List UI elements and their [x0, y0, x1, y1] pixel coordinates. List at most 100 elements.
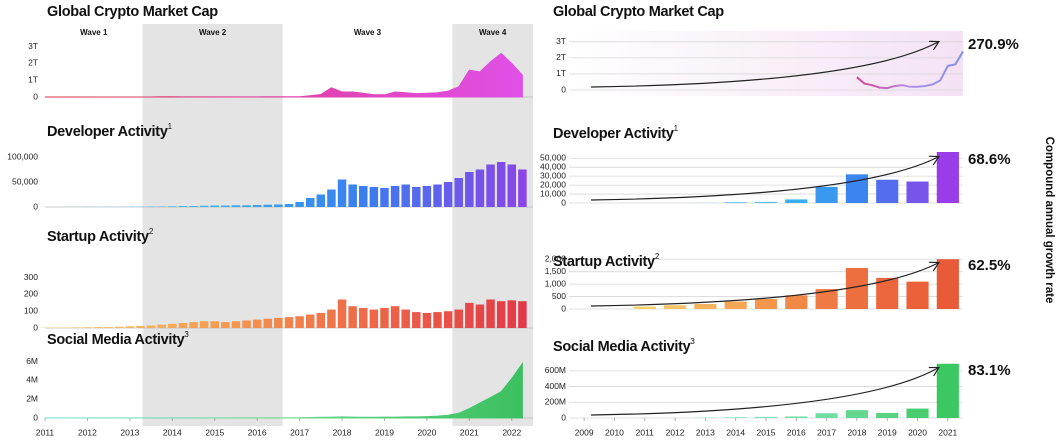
bar: [295, 202, 304, 207]
title-text: Developer Activity: [553, 126, 674, 142]
bar: [412, 312, 421, 328]
bar: [93, 326, 103, 328]
bar: [231, 205, 241, 207]
bar: [486, 164, 495, 207]
title-text: Social Media Activity: [553, 339, 691, 355]
footnote-ref: 3: [184, 330, 189, 339]
bar: [369, 187, 379, 207]
bar: [401, 309, 410, 328]
bar: [263, 318, 273, 328]
bar: [242, 320, 251, 328]
bar: [876, 277, 899, 309]
x-tick-label: 2017: [290, 427, 309, 437]
bar: [664, 305, 687, 309]
bar: [210, 321, 219, 328]
x-tick-label: 2009: [575, 427, 594, 437]
bar: [507, 300, 517, 328]
wave-label: Wave 2: [199, 28, 227, 37]
bar: [221, 205, 230, 207]
bar: [815, 186, 838, 203]
bar: [422, 186, 432, 207]
bar: [242, 205, 251, 207]
y-tick-label: 50,000: [12, 176, 38, 186]
chart-layer: Wave 1 Wave 2 Wave 3 Wave 4 Global Crypto Ma…: [7, 4, 1019, 437]
x-tick-label: 2013: [120, 427, 139, 437]
y-tick-label: 3T: [556, 36, 566, 46]
bar: [263, 204, 273, 207]
area: [45, 52, 523, 98]
wave-label: Wave 1: [80, 28, 108, 37]
bar: [380, 307, 389, 328]
bar: [305, 314, 315, 328]
y-tick-label: 0: [561, 84, 566, 94]
bar: [906, 281, 929, 309]
bar: [845, 174, 868, 203]
bar: [104, 326, 113, 328]
bar: [936, 259, 959, 309]
bar: [189, 322, 198, 328]
wave-label: Wave 3: [354, 28, 382, 37]
bar: [507, 164, 517, 207]
bar: [189, 206, 198, 207]
panel-title: Social Media Activity3: [47, 330, 189, 348]
panel-title: Social Media Activity3: [553, 337, 695, 355]
y-tick-label: 50,000: [540, 153, 566, 163]
footnote-ref: 2: [149, 227, 154, 236]
bar: [284, 317, 294, 328]
bar: [785, 199, 808, 203]
cagr-label: 68.6%: [968, 151, 1011, 168]
y-tick-label: 0: [33, 91, 38, 101]
bar: [785, 416, 808, 418]
trend-arrow: [590, 263, 938, 307]
bar: [136, 325, 145, 328]
bar: [231, 321, 241, 328]
x-tick-label: 2019: [878, 427, 897, 437]
bar: [115, 326, 124, 328]
bar: [475, 169, 485, 207]
panel-title: Developer Activity1: [47, 122, 173, 140]
bar: [327, 189, 336, 207]
y-tick-label: 500: [552, 291, 566, 301]
bar: [359, 307, 368, 328]
x-tick-label: 2018: [847, 427, 866, 437]
bar: [486, 299, 495, 328]
trend-arrow: [590, 42, 938, 88]
x-tick-label: 2013: [696, 427, 715, 437]
bar: [518, 169, 527, 207]
bar: [443, 311, 453, 328]
y-tick-label: 0: [561, 412, 566, 422]
bar: [252, 205, 262, 207]
y-tick-label: 0: [561, 303, 566, 313]
bar: [369, 309, 379, 328]
y-tick-label: 100: [24, 305, 38, 315]
bar: [785, 295, 808, 309]
y-tick-label: 1T: [28, 74, 38, 84]
panel-title: Global Crypto Market Cap: [47, 4, 218, 20]
y-tick-label: 1,500: [545, 266, 567, 276]
title-text: Developer Activity: [47, 124, 168, 140]
x-tick-label: 2012: [78, 427, 97, 437]
bar: [51, 327, 60, 328]
bar: [465, 172, 474, 207]
side-label: Compound annual growth rate: [1043, 137, 1055, 304]
bar: [252, 319, 262, 328]
title-text: Startup Activity: [553, 254, 655, 270]
x-tick-label: 2015: [205, 427, 224, 437]
bar: [348, 184, 357, 207]
bar: [199, 205, 209, 207]
footnote-ref: 1: [674, 124, 679, 133]
bar: [157, 206, 166, 207]
bar: [348, 306, 357, 328]
y-tick-label: 30,000: [540, 170, 566, 180]
bar: [221, 322, 230, 328]
wave-label: Wave 4: [479, 28, 507, 37]
footnote-ref: 3: [690, 337, 695, 346]
bar: [475, 304, 485, 328]
x-tick-label: 2021: [460, 427, 479, 437]
bar: [815, 413, 838, 418]
bar: [401, 184, 410, 207]
bar: [422, 312, 432, 328]
bar: [274, 204, 283, 207]
bar: [168, 323, 177, 328]
